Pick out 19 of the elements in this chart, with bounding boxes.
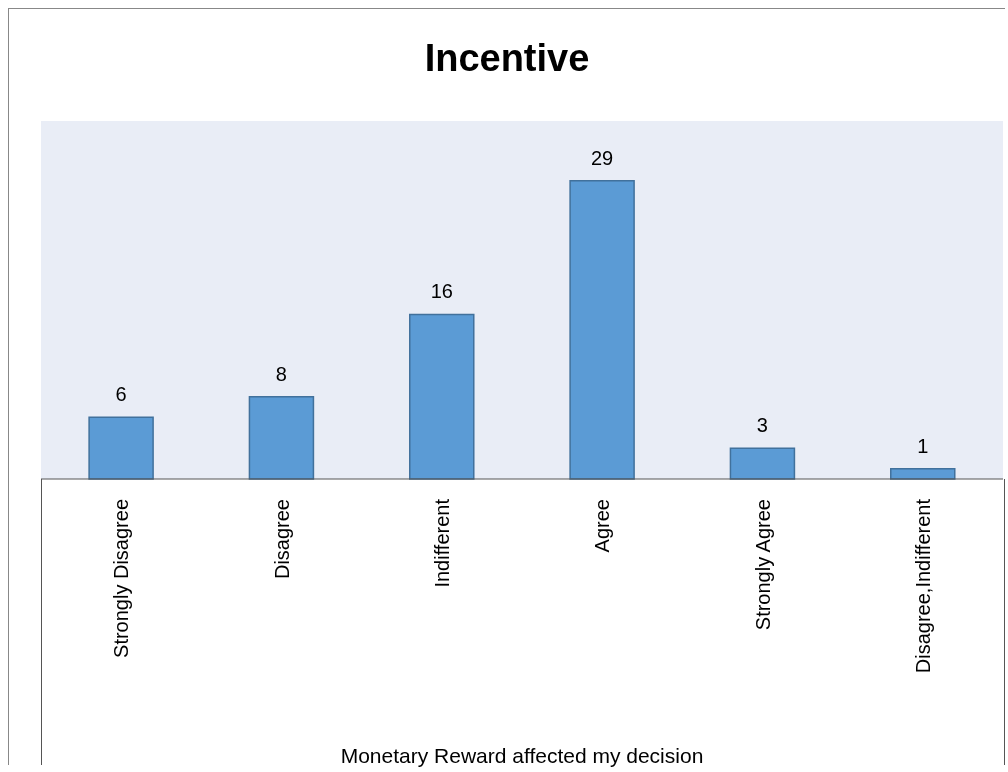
x-tick-label: Indifferent [430, 498, 453, 588]
data-label: 3 [756, 414, 768, 437]
bar [88, 416, 154, 480]
x-axis-title: Monetary Reward affected my decision [340, 744, 704, 767]
x-tick-label: Disagree [270, 499, 293, 580]
bar [729, 447, 796, 480]
data-label: 8 [275, 362, 287, 385]
bar [569, 179, 635, 480]
data-label: 29 [590, 146, 614, 169]
x-tick-label: Agree [591, 499, 614, 553]
x-tick-label: Strongly Agree [751, 499, 774, 631]
x-tick-label: Disagree,Indifferent [911, 498, 934, 674]
data-label: 6 [115, 383, 127, 406]
bar [409, 313, 475, 480]
x-tick-label: Strongly Disagree [110, 499, 133, 658]
data-label: 1 [917, 434, 929, 457]
bar [248, 395, 315, 480]
data-label: 16 [430, 280, 453, 303]
chart-title: Incentive [423, 37, 591, 80]
